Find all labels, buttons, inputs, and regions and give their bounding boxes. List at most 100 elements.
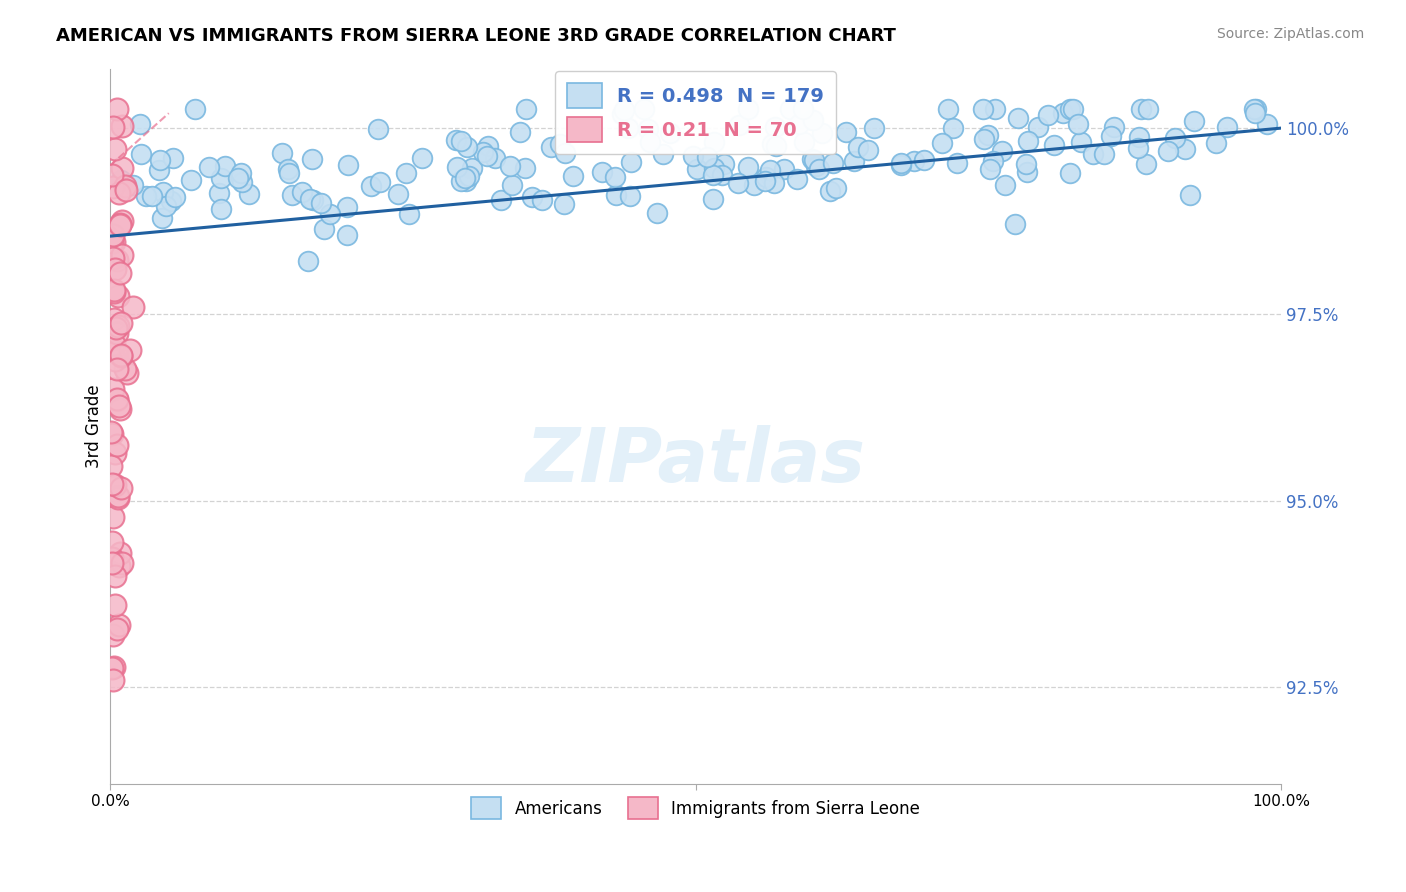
Point: [610, 107, 633, 121]
Point: [1215, 120, 1237, 134]
Point: [103, 227, 125, 242]
Point: [270, 146, 292, 161]
Point: [1246, 103, 1268, 117]
Point: [1094, 147, 1116, 161]
Point: [211, 171, 233, 186]
Point: [108, 401, 131, 416]
Point: [686, 161, 709, 176]
Point: [107, 318, 129, 333]
Point: [101, 628, 124, 642]
Point: [1015, 157, 1038, 171]
Point: [461, 161, 484, 175]
Point: [981, 153, 1004, 168]
Point: [198, 161, 221, 175]
Point: [103, 353, 125, 368]
Point: [105, 344, 128, 359]
Point: [155, 199, 177, 213]
Point: [456, 140, 478, 154]
Point: [682, 149, 704, 163]
Point: [114, 183, 136, 197]
Legend: Americans, Immigrants from Sierra Leone: Americans, Immigrants from Sierra Leone: [465, 790, 927, 825]
Point: [553, 197, 575, 211]
Point: [737, 160, 759, 174]
Point: [475, 149, 498, 163]
Point: [973, 131, 995, 145]
Point: [484, 152, 506, 166]
Point: [540, 140, 562, 154]
Point: [702, 193, 724, 207]
Point: [786, 172, 808, 186]
Point: [111, 161, 134, 175]
Point: [554, 145, 576, 160]
Point: [148, 163, 170, 178]
Point: [398, 207, 420, 221]
Point: [515, 103, 537, 117]
Point: [912, 153, 935, 168]
Point: [801, 152, 824, 166]
Point: [1182, 114, 1205, 128]
Point: [114, 179, 136, 194]
Point: [754, 174, 776, 188]
Point: [450, 134, 472, 148]
Point: [100, 551, 122, 566]
Point: [100, 661, 122, 675]
Point: [180, 172, 202, 186]
Point: [110, 349, 132, 363]
Point: [163, 190, 186, 204]
Point: [477, 139, 499, 153]
Point: [149, 153, 172, 167]
Point: [1081, 146, 1104, 161]
Point: [395, 166, 418, 180]
Point: [710, 168, 733, 182]
Point: [509, 125, 531, 139]
Point: [107, 289, 129, 303]
Point: [107, 559, 129, 574]
Point: [110, 266, 132, 280]
Point: [1004, 217, 1026, 231]
Point: [759, 163, 782, 178]
Point: [105, 438, 128, 452]
Point: [800, 113, 823, 128]
Point: [562, 169, 585, 184]
Point: [806, 159, 828, 173]
Point: [101, 180, 124, 194]
Point: [100, 425, 122, 439]
Point: [101, 476, 124, 491]
Point: [1244, 106, 1267, 120]
Point: [702, 168, 724, 182]
Point: [214, 160, 236, 174]
Point: [742, 178, 765, 192]
Point: [104, 142, 127, 156]
Point: [810, 126, 832, 140]
Point: [637, 121, 659, 136]
Point: [617, 121, 640, 136]
Point: [104, 446, 127, 460]
Point: [231, 175, 253, 189]
Point: [801, 113, 824, 128]
Point: [903, 153, 925, 168]
Point: [1052, 106, 1074, 120]
Point: [1243, 103, 1265, 117]
Point: [302, 194, 325, 208]
Point: [862, 120, 884, 135]
Point: [972, 103, 994, 117]
Point: [103, 120, 125, 135]
Point: [1174, 142, 1197, 156]
Point: [1256, 117, 1278, 131]
Point: [101, 168, 124, 182]
Point: [298, 192, 321, 206]
Point: [779, 103, 801, 117]
Point: [209, 202, 232, 216]
Point: [101, 235, 124, 249]
Point: [118, 343, 141, 357]
Point: [162, 152, 184, 166]
Point: [110, 316, 132, 330]
Point: [1126, 140, 1149, 154]
Point: [360, 178, 382, 193]
Point: [103, 283, 125, 297]
Point: [101, 252, 124, 266]
Point: [105, 361, 128, 376]
Point: [977, 128, 1000, 143]
Point: [856, 143, 879, 157]
Point: [703, 135, 725, 149]
